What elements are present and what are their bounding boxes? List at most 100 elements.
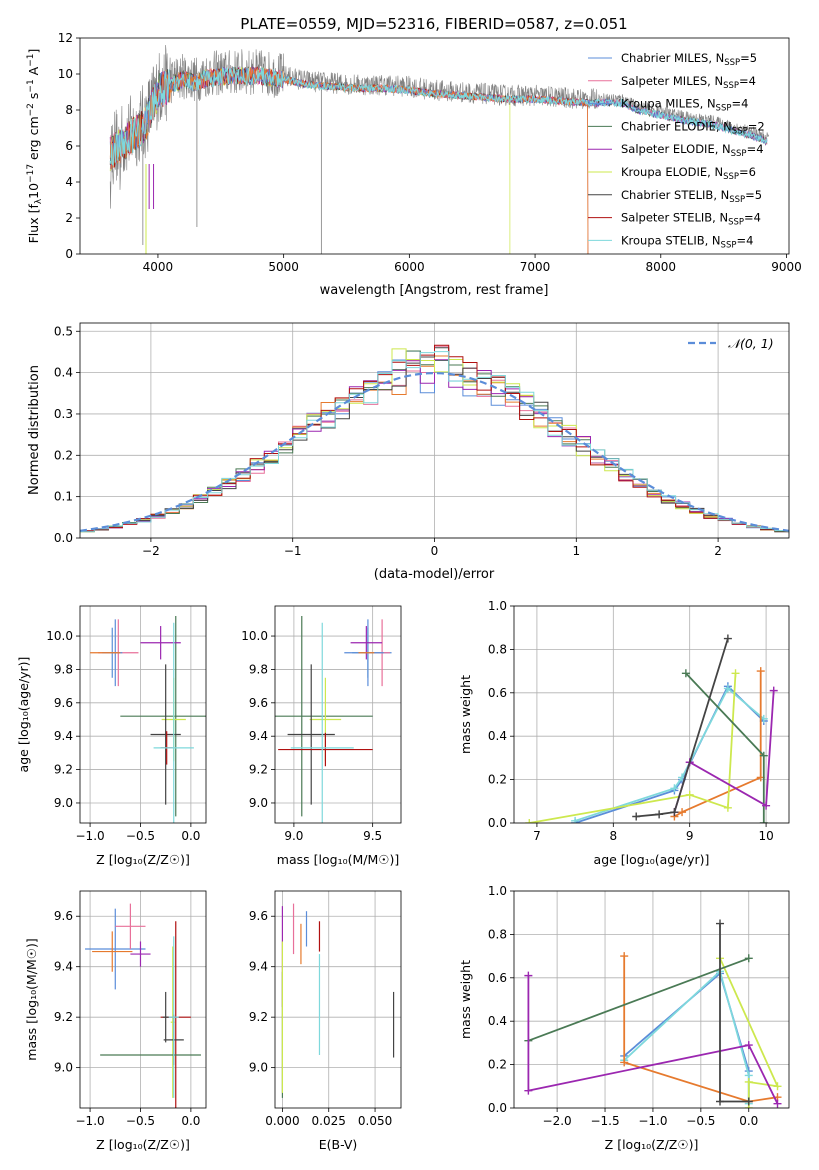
axes-frame (274, 605, 402, 824)
plot-area (90, 616, 206, 823)
y-axis-label: age [log₁₀(age/yr)] (16, 657, 31, 773)
y-tick-label: 0.1 (54, 490, 73, 504)
y-tick-label: 9.0 (249, 1061, 268, 1075)
y-tick-label: 9.4 (54, 729, 73, 743)
y-tick-label: 10.0 (46, 629, 73, 643)
x-tick-label: 0.0 (739, 1114, 758, 1128)
x-tick-label: 6000 (394, 260, 425, 274)
y-tick-label: 9.6 (54, 909, 73, 923)
legend-label: Kroupa STELIB, NSSP=4 (621, 233, 753, 250)
y-tick-label: 9.2 (249, 763, 268, 777)
x-axis-label: (data-model)/error (374, 567, 495, 582)
y-axis-label-part: λ (34, 198, 44, 204)
y-tick-label: 9.0 (249, 796, 268, 810)
axes-frame (79, 605, 207, 824)
legend-sub: SSP (728, 218, 744, 228)
legend-sub: SSP (729, 195, 745, 205)
weight-line (719, 957, 779, 1108)
x-tick-label: 2 (714, 544, 722, 558)
y-tick-label: 0.2 (54, 448, 73, 462)
axes-frame (513, 890, 790, 1109)
legend-value: =5 (740, 51, 757, 65)
y-tick-label: 10.0 (241, 629, 268, 643)
weight-marker (632, 812, 641, 821)
x-tick-label: 7 (533, 829, 541, 843)
plot-area (85, 903, 201, 1108)
legend-label: Chabrier MILES, NSSP=5 (621, 51, 757, 68)
legend-sub: SSP (723, 81, 739, 91)
weight-marker (681, 669, 690, 678)
y-tick-label: 9.2 (54, 763, 73, 777)
x-tick-label: 9.5 (363, 829, 382, 843)
y-tick-label: 9.8 (249, 662, 268, 676)
legend-label: Salpeter STELIB, NSSP=4 (621, 211, 761, 228)
weight-marker (620, 1058, 629, 1067)
x-tick-label: −1 (284, 544, 302, 558)
legend-name: Kroupa MILES, N (621, 97, 716, 111)
y-tick-label: 0.8 (488, 927, 507, 941)
plot-area (525, 634, 778, 823)
weight-line (673, 671, 762, 818)
y-tick-label: 12 (58, 31, 73, 45)
y-tick-label: 9.4 (249, 960, 268, 974)
y-axis-label-part: −2 (26, 103, 36, 116)
axes-Z-age: −1.0 −0.5 0.0 9.0 9.2 9.4 9.6 9.8 10.0 Z [log₁₀(Z… (16, 605, 207, 867)
x-tick-label: −2.0 (543, 1114, 572, 1128)
weight-marker (685, 790, 694, 799)
weight-marker (670, 808, 679, 817)
legend-label: Chabrier STELIB, NSSP=5 (621, 188, 762, 205)
weight-marker (678, 808, 687, 817)
y-axis-label: mass weight (458, 960, 473, 1039)
weight-marker (723, 634, 732, 643)
weight-marker (759, 819, 768, 823)
legend-sub: SSP (716, 104, 732, 114)
y-axis-label-part: A (26, 66, 41, 79)
weight-line (574, 684, 765, 823)
weight-marker (716, 919, 725, 928)
legend-value: =4 (744, 211, 761, 225)
spectrum-model-line (109, 66, 768, 167)
x-tick-label: 8000 (646, 260, 677, 274)
weight-marker (756, 667, 765, 676)
weight-marker (744, 1077, 753, 1086)
weight-marker (723, 684, 732, 693)
y-tick-label: 0.2 (488, 1058, 507, 1072)
y-tick-label: 9.4 (54, 960, 73, 974)
weight-line (623, 969, 750, 1104)
y-tick-label: 0.4 (54, 366, 73, 380)
plot-area (524, 919, 782, 1108)
weight-marker (773, 1099, 782, 1108)
y-tick-label: 1.0 (488, 599, 507, 613)
y-tick-label: 9.6 (249, 909, 268, 923)
weight-line (528, 957, 750, 1042)
axes-frame (274, 890, 402, 1109)
y-axis-label-part: −17 (26, 164, 36, 183)
weight-marker (620, 952, 629, 961)
x-axis-label: E(B-V) (319, 1137, 358, 1152)
x-tick-label: 1 (572, 544, 580, 558)
y-tick-label: 0.6 (488, 971, 507, 985)
axes-frame (79, 37, 790, 255)
axes-age-weight: 7 8 9 10 0.0 0.2 0.4 0.6 0.8 1.0 age [log₁₀(age/yr… (458, 599, 790, 867)
y-tick-label: 0.3 (54, 407, 73, 421)
weight-marker (769, 686, 778, 695)
y-tick-label: 0 (65, 247, 73, 261)
weight-line (623, 956, 778, 1103)
legend-value: =4 (739, 74, 756, 88)
weight-marker (723, 803, 732, 812)
axes-mass-age: 9.0 9.5 9.0 9.2 9.4 9.6 9.8 10.0 mass [log₁₀(M/M… (241, 605, 402, 867)
legend-label: Kroupa MILES, NSSP=4 (621, 97, 748, 114)
axes-frame (79, 890, 207, 1109)
legend-sub: SSP (721, 240, 737, 250)
legend-value: =5 (745, 188, 762, 202)
y-axis-label-part: Flux [f (26, 204, 41, 244)
legend-name: Salpeter MILES, N (621, 74, 723, 88)
x-tick-label: 4000 (143, 260, 174, 274)
legend-sub: SSP (723, 172, 739, 182)
weight-marker (571, 816, 580, 823)
y-axis-label: Normed distribution (27, 365, 42, 495)
legend-label: Salpeter ELODIE, NSSP=4 (621, 142, 764, 159)
spectrum-model-line (109, 67, 589, 254)
y-tick-label: 1.0 (488, 884, 507, 898)
axes-Z-mass: −1.0 −0.5 0.0 9.0 9.2 9.4 9.6 Z [log₁₀(Z/Z☉)] ma… (24, 890, 207, 1152)
